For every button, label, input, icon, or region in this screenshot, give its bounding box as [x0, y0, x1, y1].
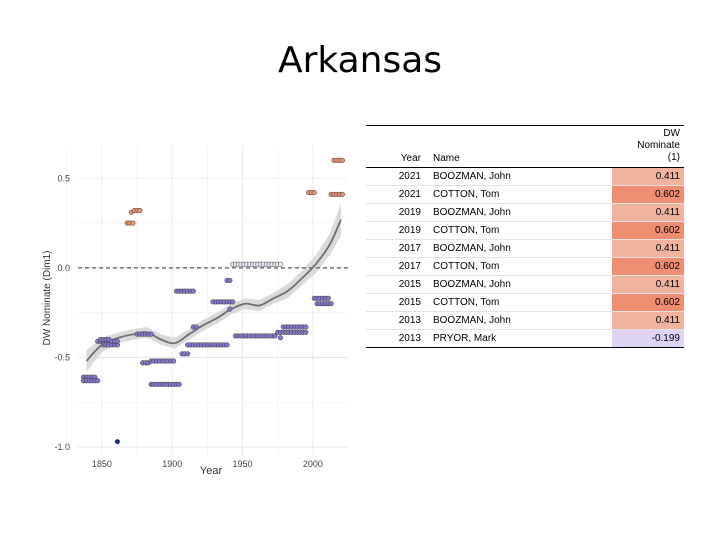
dw-nominate-cell: 0.602	[612, 185, 684, 204]
year-cell: 2021	[366, 185, 425, 204]
y-axis-label: DW Nominate (Dim1)	[42, 250, 53, 345]
year-cell: 2019	[366, 203, 425, 222]
header-year: Year	[366, 125, 425, 168]
x-tick-label: 2000	[303, 459, 323, 469]
data-point	[339, 191, 345, 197]
name-cell: BOOZMAN, John	[424, 311, 613, 330]
senator-points	[81, 157, 345, 445]
data-point	[339, 157, 345, 163]
table-row: 2013 PRYOR, Mark -0.199	[366, 329, 684, 348]
dw-nominate-cell: 0.602	[612, 293, 684, 312]
name-cell: BOOZMAN, John	[424, 275, 613, 294]
table-row: 2013 BOOZMAN, John 0.411	[366, 311, 684, 330]
table-row: 2021 COTTON, Tom 0.602	[366, 185, 684, 204]
dw-nominate-cell: 0.411	[612, 203, 684, 222]
data-point	[277, 261, 284, 267]
data-point	[303, 324, 309, 330]
year-cell: 2017	[366, 239, 425, 258]
data-point	[148, 331, 154, 337]
name-cell: BOOZMAN, John	[424, 203, 613, 222]
data-point	[311, 190, 317, 196]
name-cell: COTTON, Tom	[424, 257, 613, 276]
axis-ticks: 1850 1900 1950 2000 -1.0 -0.5 0.0 0.5	[54, 173, 322, 469]
header-name: Name	[424, 125, 613, 168]
x-tick-label: 1950	[233, 459, 253, 469]
data-point	[227, 306, 233, 312]
table-row: 2021 BOOZMAN, John 0.411	[366, 167, 684, 186]
year-cell: 2013	[366, 329, 425, 348]
data-point	[230, 299, 236, 305]
senators-table: Year Name DW Nominate (1) 2021 BOOZMAN, J…	[366, 125, 684, 348]
confidence-band-area	[86, 203, 342, 372]
x-axis-label: Year	[200, 465, 223, 477]
data-point	[171, 358, 177, 364]
table-row: 2015 BOOZMAN, John 0.411	[366, 275, 684, 294]
dw-nominate-chart: 1850 1900 1950 2000 -1.0 -0.5 0.0 0.5 Year DW N…	[42, 146, 348, 477]
name-cell: COTTON, Tom	[424, 185, 613, 204]
dw-nominate-cell: 0.411	[612, 167, 684, 186]
data-point	[114, 439, 120, 445]
data-point	[303, 329, 309, 335]
year-cell: 2017	[366, 257, 425, 276]
name-cell: COTTON, Tom	[424, 293, 613, 312]
year-cell: 2013	[366, 311, 425, 330]
data-point	[114, 338, 120, 344]
dw-nominate-cell: 0.602	[612, 257, 684, 276]
trend-line-path	[85, 219, 342, 362]
data-point	[137, 207, 143, 214]
year-cell: 2015	[366, 293, 425, 312]
data-point	[227, 277, 233, 283]
data-point	[328, 301, 334, 307]
data-point	[325, 295, 331, 301]
data-point	[224, 342, 230, 348]
data-point	[277, 335, 284, 341]
senators-table-container: Year Name DW Nominate (1) 2021 BOOZMAN, J…	[366, 125, 684, 348]
name-cell: PRYOR, Mark	[424, 329, 613, 348]
table-row: 2015 COTTON, Tom 0.602	[366, 293, 684, 312]
confidence-band	[86, 203, 342, 372]
name-cell: BOOZMAN, John	[424, 167, 613, 186]
header-dw-nominate: DW Nominate (1)	[612, 125, 684, 168]
dw-nominate-cell: 0.411	[612, 311, 684, 330]
year-cell: 2019	[366, 221, 425, 240]
data-point	[95, 378, 101, 384]
y-tick-label: 0.0	[57, 263, 70, 273]
trend-line	[85, 219, 342, 362]
y-tick-label: -0.5	[54, 352, 70, 362]
slide-title: Arkansas	[277, 40, 443, 81]
table-body: 2021 BOOZMAN, John 0.411 2021 COTTON, Tom 0.6…	[366, 167, 684, 348]
year-cell: 2021	[366, 167, 425, 186]
table-row: 2019 BOOZMAN, John 0.411	[366, 203, 684, 222]
y-tick-label: 0.5	[57, 173, 70, 183]
data-point	[190, 288, 196, 294]
table-header-row: Year Name DW Nominate (1)	[366, 125, 684, 168]
data-point	[193, 324, 199, 330]
data-point	[176, 381, 182, 387]
name-cell: COTTON, Tom	[424, 221, 613, 240]
x-tick-label: 1850	[92, 459, 112, 469]
dw-nominate-cell: -0.199	[612, 329, 684, 348]
data-point	[272, 333, 278, 339]
dw-nominate-cell: 0.411	[612, 275, 684, 294]
name-cell: BOOZMAN, John	[424, 239, 613, 258]
year-cell: 2015	[366, 275, 425, 294]
y-tick-label: -1.0	[54, 442, 70, 452]
x-tick-label: 1900	[162, 459, 182, 469]
table-row: 2017 BOOZMAN, John 0.411	[366, 239, 684, 258]
data-point	[130, 220, 136, 226]
table-row: 2017 COTTON, Tom 0.602	[366, 257, 684, 276]
dw-nominate-cell: 0.602	[612, 221, 684, 240]
dw-nominate-cell: 0.411	[612, 239, 684, 258]
data-point	[185, 351, 191, 357]
chart-grid	[66, 146, 348, 456]
table-row: 2019 COTTON, Tom 0.602	[366, 221, 684, 240]
